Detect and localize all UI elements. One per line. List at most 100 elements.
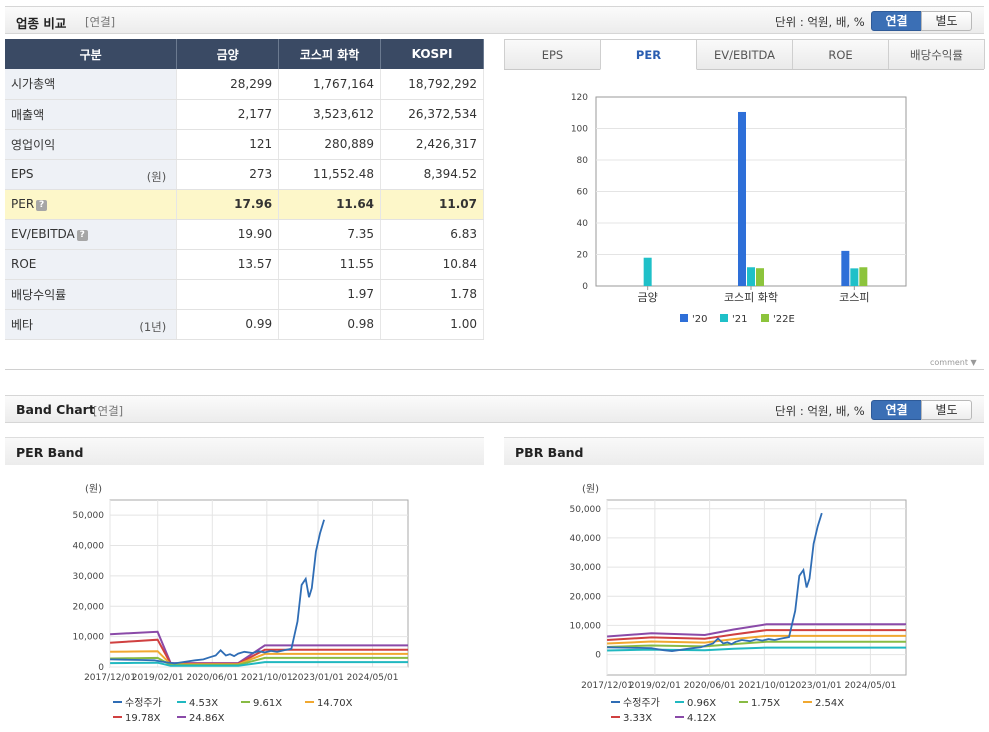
y-tick-label: 30,000 — [73, 572, 105, 582]
table-cell: 1,767,164 — [278, 69, 382, 100]
pbr-band-title: PBR Band — [515, 445, 584, 460]
table-row: PER? 17.96 11.64 11.07 — [5, 189, 484, 220]
table-cell: 11.07 — [380, 189, 484, 220]
x-tick-label: 2019/02/01 — [629, 681, 681, 691]
pbr-band-header: PBR Band — [504, 437, 984, 465]
table-header-row: 구분 금양 코스피 화학 KOSPI — [5, 39, 484, 69]
legend-label: 수정주가 — [125, 697, 162, 709]
row-label-text: 영업이익 — [11, 137, 56, 152]
table-header: KOSPI — [380, 39, 484, 69]
table-row: 시가총액 28,299 1,767,164 18,792,292 — [5, 69, 484, 100]
x-tick-label: 2021/10/01 — [241, 673, 293, 683]
legend-label: 4.12X — [687, 713, 716, 724]
table-cell: 18,792,292 — [380, 69, 484, 100]
comparison-title: 업종 비교 — [16, 16, 67, 31]
tab-eps[interactable]: EPS — [504, 39, 601, 69]
tab-roe[interactable]: ROE — [792, 39, 889, 69]
y-tick-label: 20,000 — [73, 602, 105, 612]
series-line — [607, 623, 906, 638]
row-label: 영업이익 — [5, 129, 178, 160]
tab-per[interactable]: PER — [600, 39, 697, 70]
legend-swatch — [680, 314, 688, 322]
band-separate-button[interactable]: 별도 — [921, 400, 972, 420]
y-tick-label: 120 — [571, 93, 588, 103]
table-row: 매출액 2,177 3,523,612 26,372,534 — [5, 99, 484, 130]
x-tick-label: 코스피 — [839, 291, 869, 304]
plot-area — [109, 499, 409, 668]
y-tick-label: 0 — [582, 282, 588, 292]
table-cell: 6.83 — [380, 219, 484, 250]
bar — [850, 268, 859, 286]
band-consolidated-button[interactable]: 연결 — [871, 400, 922, 420]
table-row: EPS (원) 273 11,552.48 8,394.52 — [5, 159, 484, 190]
legend-label: '20 — [692, 314, 707, 325]
table-cell: 0.98 — [278, 309, 382, 340]
bar — [841, 250, 850, 286]
y-tick-label: 80 — [577, 156, 589, 166]
x-tick-label: 2024/05/01 — [844, 681, 896, 691]
table-cell: 1.78 — [380, 279, 484, 310]
table-cell: 17.96 — [176, 189, 280, 220]
comment-toggle[interactable]: comment ▼ — [930, 358, 977, 367]
legend-label: 수정주가 — [623, 697, 660, 709]
legend-label: 3.33X — [623, 713, 652, 724]
table-cell: 19.90 — [176, 219, 280, 250]
separate-button[interactable]: 별도 — [921, 11, 972, 31]
legend-label: 0.96X — [687, 698, 716, 709]
help-icon[interactable]: ? — [36, 200, 48, 211]
x-tick-label: 2021/10/01 — [738, 681, 790, 691]
x-tick-label: 2023/01/01 — [292, 673, 344, 683]
table-row: 베타 (1년) 0.99 0.98 1.00 — [5, 309, 484, 340]
table-cell: 2,426,317 — [380, 129, 484, 160]
series-line — [110, 519, 325, 665]
comparison-header: 업종 비교 [연결] 단위 : 억원, 배, % 연결 별도 — [5, 6, 984, 34]
legend-label: 14.70X — [317, 698, 353, 709]
x-tick-label: 2020/06/01 — [186, 673, 238, 683]
y-tick-label: 40,000 — [73, 542, 105, 552]
help-icon[interactable]: ? — [76, 230, 88, 241]
row-unit: (원) — [146, 169, 167, 184]
row-label-text: 시가총액 — [11, 77, 56, 92]
x-tick-label: 코스피 화학 — [724, 291, 778, 304]
comparison-table: 구분 금양 코스피 화학 KOSPI 시가총액 28,299 1,767,164 18… — [5, 39, 484, 340]
row-label: EPS (원) — [5, 159, 178, 190]
y-tick-label: 10,000 — [570, 621, 602, 631]
series-line — [607, 629, 906, 641]
legend-label: 1.75X — [751, 698, 780, 709]
y-tick-label: 10,000 — [73, 633, 105, 643]
row-label-text: PER — [11, 197, 35, 211]
y-tick-label: 100 — [571, 125, 588, 135]
bar — [859, 267, 868, 286]
table-cell: 11.64 — [278, 189, 382, 220]
table-cell: 280,889 — [278, 129, 382, 160]
row-label: 배당수익률 — [5, 279, 178, 310]
table-cell: 273 — [176, 159, 280, 190]
y-tick-label: 40 — [577, 219, 589, 229]
table-cell: 0.99 — [176, 309, 280, 340]
table-row: 배당수익률 1.97 1.78 — [5, 279, 484, 310]
row-label-text: EV/EBITDA — [11, 227, 75, 241]
table-header: 금양 — [176, 39, 280, 69]
bar — [747, 267, 755, 286]
y-tick-label: 20,000 — [570, 592, 602, 602]
x-tick-label: 2019/02/01 — [132, 673, 184, 683]
table-cell: 121 — [176, 129, 280, 160]
table-cell: 3,523,612 — [278, 99, 382, 130]
table-cell: 7.35 — [278, 219, 382, 250]
tab--[interactable]: 배당수익률 — [888, 39, 985, 69]
band-subtitle: [연결] — [93, 404, 124, 418]
row-label: EV/EBITDA? — [5, 219, 178, 250]
y-tick-label: 20 — [577, 251, 589, 261]
table-cell: 1.00 — [380, 309, 484, 340]
table-row: 영업이익 121 280,889 2,426,317 — [5, 129, 484, 160]
band-toggle: 연결 별도 — [871, 400, 972, 420]
metric-tabs: EPS PER EV/EBITDA ROE 배당수익률 — [504, 39, 985, 70]
y-tick-label: 60 — [577, 188, 589, 198]
row-label: 시가총액 — [5, 69, 178, 100]
legend-label: 2.54X — [815, 698, 844, 709]
consolidated-button[interactable]: 연결 — [871, 11, 922, 31]
tab-ev-ebitda[interactable]: EV/EBITDA — [696, 39, 793, 69]
legend-label: 19.78X — [125, 713, 161, 724]
band-unit: 단위 : 억원, 배, % — [775, 404, 865, 418]
series-line — [607, 640, 906, 648]
